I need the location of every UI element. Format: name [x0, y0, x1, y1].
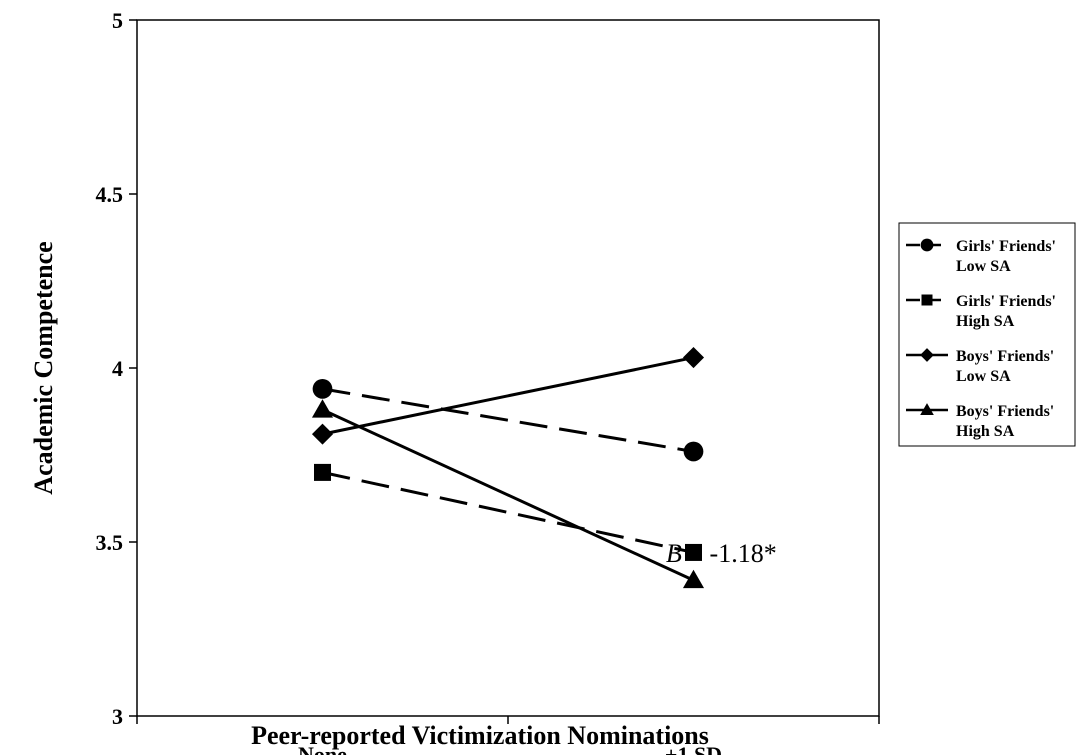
legend-item: Girls' Friends' Low SA — [906, 238, 1056, 275]
x-axis: None +1 SD — [136, 716, 880, 755]
legend-item: Boys' Friends' High SA — [906, 403, 1054, 440]
series-line — [322, 470, 694, 554]
series-line — [322, 387, 694, 453]
legend-label-line1: Boys' Friends' — [956, 348, 1054, 365]
data-point — [685, 543, 702, 561]
legend-marker — [920, 238, 934, 252]
legend-marker — [921, 294, 933, 306]
legend: Girls' Friends' Low SA Girls' Friends' High… — [898, 222, 1076, 447]
y-tick-label: 5 — [112, 8, 123, 33]
legend-item: Girls' Friends' High SA — [906, 293, 1056, 330]
legend-label-line1: Boys' Friends' — [956, 403, 1054, 420]
annotation-rest: = -1.18* — [682, 539, 777, 568]
series-triangle — [311, 399, 705, 589]
series-layer — [311, 347, 705, 589]
plot-area-frame — [136, 19, 880, 717]
y-tick-label: 3 — [112, 704, 123, 729]
y-axis: 3 3.5 4 4.5 5 — [96, 8, 137, 729]
data-point — [311, 399, 334, 418]
x-axis-title: Peer-reported Victimization Nominations — [251, 721, 709, 750]
x-tick-label: +1 SD — [665, 742, 722, 755]
x-tick-label: None — [298, 742, 347, 755]
y-tick-label: 3.5 — [96, 530, 124, 555]
legend-label-line1: Girls' Friends' — [956, 293, 1056, 310]
legend-label-line2: High SA — [956, 313, 1015, 330]
series-line — [321, 408, 695, 582]
y-tick-label: 4.5 — [96, 182, 124, 207]
legend-marker — [920, 403, 934, 416]
legend-label-line2: Low SA — [956, 368, 1011, 385]
data-point — [314, 463, 331, 481]
legend-item: Boys' Friends' Low SA — [906, 348, 1054, 385]
series-circle — [312, 379, 704, 462]
annotation-italic: B — [666, 539, 682, 568]
y-tick-label: 4 — [112, 356, 123, 381]
data-point — [311, 423, 334, 445]
data-point — [682, 347, 705, 369]
y-axis-title: Academic Competence — [29, 241, 58, 494]
legend-label-line1: Girls' Friends' — [956, 238, 1056, 255]
data-point — [682, 569, 705, 589]
data-point — [312, 379, 333, 399]
legend-label-line2: High SA — [956, 423, 1015, 440]
legend-label-line2: Low SA — [956, 258, 1011, 275]
series-line — [322, 356, 694, 436]
legend-marker — [920, 348, 934, 362]
series-square — [314, 463, 702, 561]
series-diamond — [311, 347, 705, 445]
significance-annotation: B = -1.18* — [666, 539, 777, 568]
data-point — [683, 441, 704, 462]
